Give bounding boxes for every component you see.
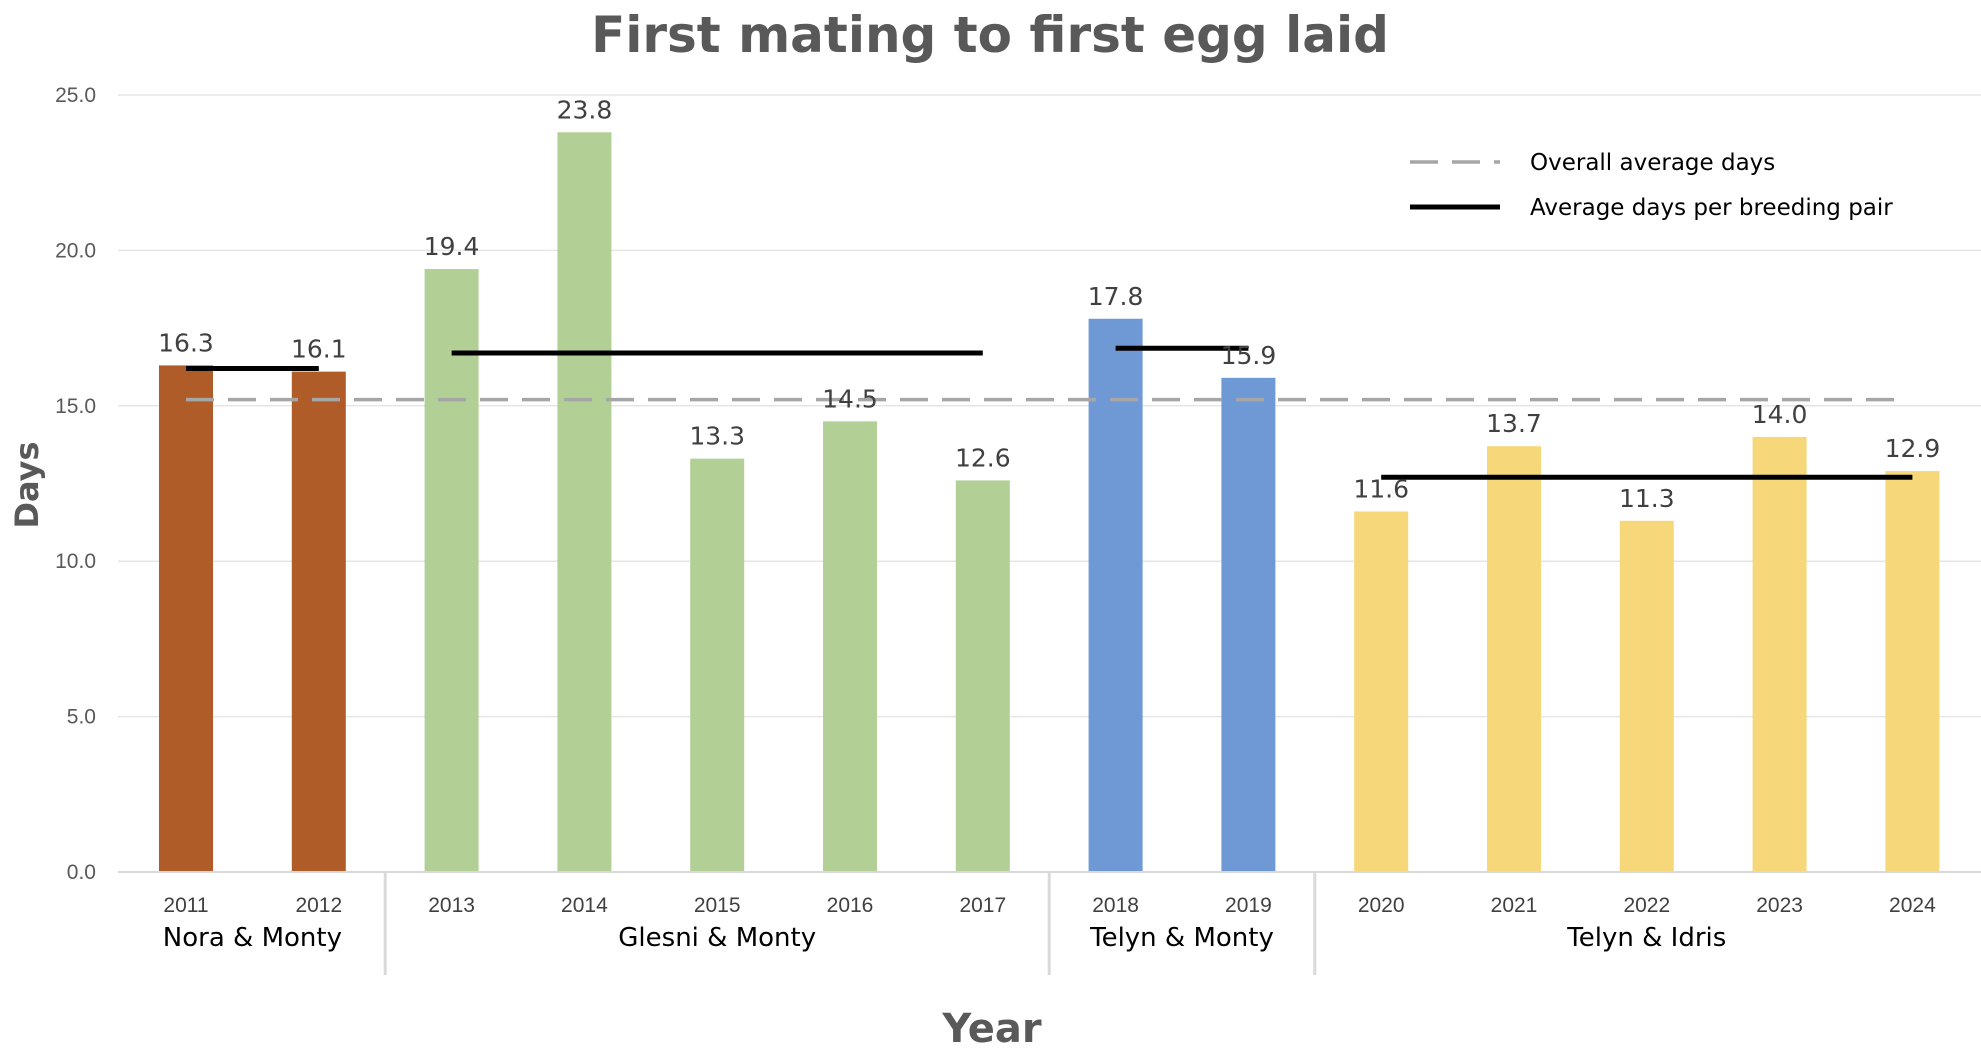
x-tick-label: 2019 (1225, 894, 1272, 917)
data-label: 15.9 (1221, 341, 1277, 370)
y-tick-label: 15.0 (55, 395, 96, 418)
x-tick-label: 2015 (694, 894, 741, 917)
y-tick-label: 5.0 (67, 706, 96, 729)
x-tick-label: 2011 (163, 894, 208, 917)
data-label: 16.1 (291, 335, 347, 364)
data-label: 14.0 (1752, 400, 1808, 429)
data-label: 11.6 (1353, 474, 1409, 503)
x-tick-label: 2012 (295, 894, 342, 917)
bars (159, 132, 1940, 873)
legend-label: Average days per breeding pair (1530, 195, 1893, 221)
bar (955, 480, 1010, 872)
bar (690, 458, 745, 872)
bar (424, 269, 479, 873)
data-label: 14.5 (822, 384, 878, 413)
data-label: 11.3 (1619, 484, 1675, 513)
x-axis: 2011 2012 2013 2014 2015 2016 2017 2018 2019 2020… (118, 871, 1981, 975)
data-label: 12.6 (955, 443, 1011, 472)
group-label: Glesni & Monty (618, 923, 816, 953)
bar (1752, 436, 1807, 872)
data-label: 19.4 (424, 232, 480, 261)
y-tick-label: 25.0 (55, 84, 96, 107)
bar (823, 421, 877, 872)
x-tick-label: 2017 (959, 894, 1006, 917)
bar (1487, 446, 1541, 872)
legend: Overall average days Average days per bre… (1410, 150, 1893, 221)
data-label: 12.9 (1885, 434, 1941, 463)
x-tick-label: 2020 (1358, 894, 1405, 917)
bar (1354, 511, 1409, 872)
x-tick-label: 2018 (1092, 894, 1139, 917)
chart-title: First mating to first egg laid (591, 6, 1389, 64)
x-tick-label: 2022 (1623, 894, 1670, 917)
bar (1619, 520, 1674, 872)
bar (159, 365, 213, 872)
pair-average-lines (186, 345, 1913, 480)
y-tick-label: 0.0 (67, 861, 96, 884)
group-label: Telyn & Idris (1566, 923, 1726, 953)
legend-label: Overall average days (1530, 150, 1775, 176)
data-label: 13.7 (1486, 409, 1542, 438)
data-label: 23.8 (557, 95, 613, 124)
y-tick-label: 20.0 (55, 239, 96, 262)
x-tick-label: 2023 (1756, 894, 1803, 917)
y-tick-label: 10.0 (55, 550, 96, 573)
x-tick-label: 2021 (1491, 894, 1538, 917)
x-tick-label: 2013 (428, 894, 475, 917)
gridlines (118, 94, 1981, 718)
y-tick-labels: 0.0 5.0 10.0 15.0 20.0 25.0 (55, 84, 96, 884)
data-label: 16.3 (158, 328, 214, 357)
data-label: 17.8 (1088, 282, 1144, 311)
data-labels: 16.3 16.1 19.4 23.8 13.3 14.5 12.6 17.8 15.9 11.6… (158, 95, 1940, 513)
x-tick-label: 2016 (827, 894, 874, 917)
group-label: Telyn & Monty (1089, 923, 1274, 953)
bar (557, 132, 612, 872)
bar (1088, 318, 1143, 872)
x-axis-title: Year (941, 1006, 1041, 1050)
x-tick-label: 2024 (1889, 894, 1936, 917)
data-label: 13.3 (689, 422, 745, 451)
bar (1221, 377, 1276, 872)
bar (291, 371, 346, 872)
group-label: Nora & Monty (163, 923, 342, 953)
bar (1885, 471, 1940, 872)
x-tick-label: 2014 (561, 894, 608, 917)
y-axis-title: Days (8, 441, 46, 528)
